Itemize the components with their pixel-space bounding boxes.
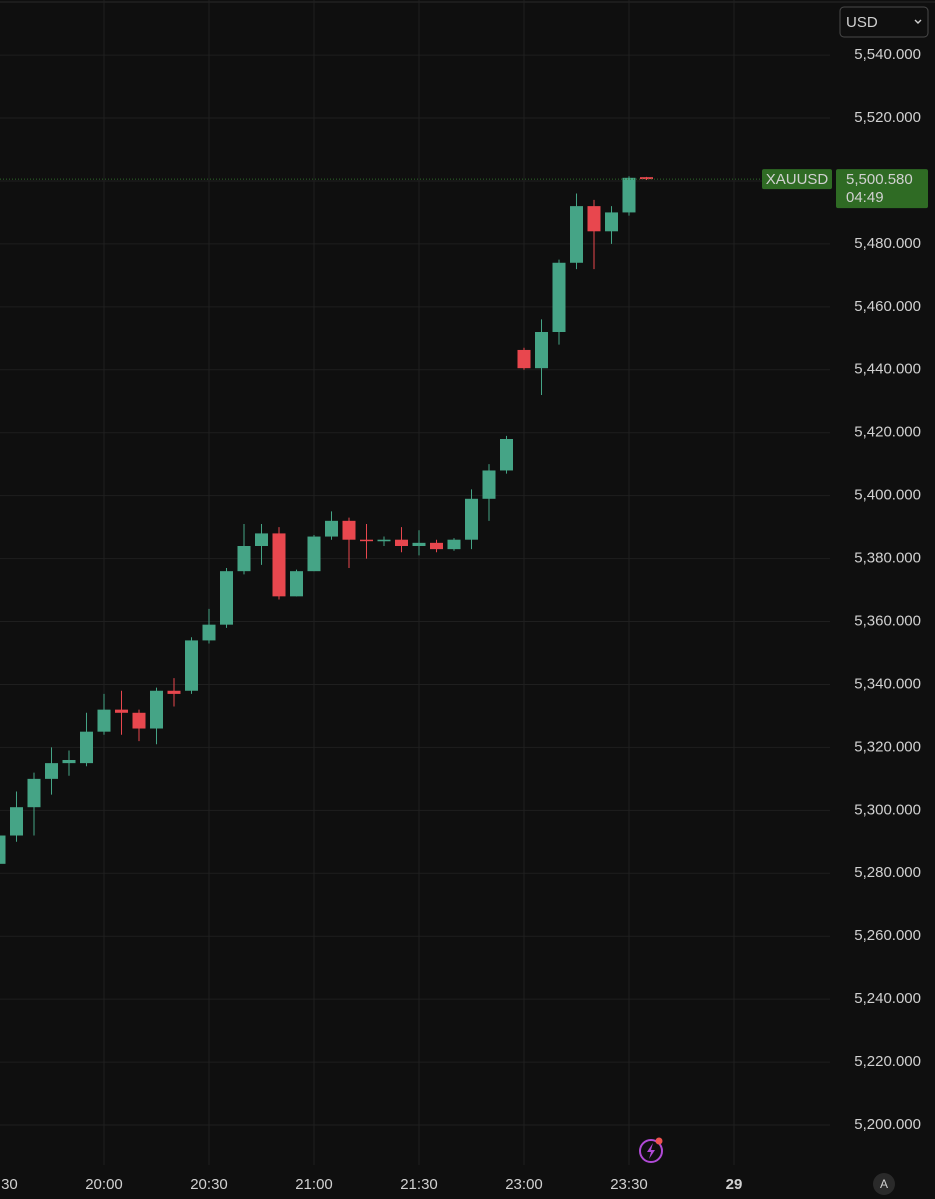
candle-body bbox=[307, 536, 321, 572]
candle-body bbox=[255, 533, 268, 546]
candle-body bbox=[185, 640, 198, 691]
candle-body bbox=[150, 690, 163, 729]
candle-body bbox=[0, 835, 6, 864]
candle-body bbox=[360, 539, 373, 542]
y-tick-label: 5,420.000 bbox=[854, 424, 921, 441]
y-tick-label: 5,220.000 bbox=[854, 1053, 921, 1070]
candle-body bbox=[395, 539, 408, 546]
x-tick-label: 19:30 bbox=[0, 1176, 18, 1193]
symbol-tag-bg bbox=[762, 169, 832, 190]
candles bbox=[0, 176, 830, 864]
y-tick-label: 5,240.000 bbox=[854, 990, 921, 1007]
scale-mode-button[interactable]: A bbox=[873, 1173, 895, 1195]
mode-circle[interactable] bbox=[873, 1173, 895, 1195]
candle-body bbox=[570, 206, 583, 263]
candle-body bbox=[640, 177, 653, 180]
icon-bolt[interactable] bbox=[647, 1143, 655, 1159]
y-tick-label: 5,260.000 bbox=[854, 927, 921, 944]
x-tick-label: 21:30 bbox=[400, 1176, 438, 1193]
y-tick-label: 5,400.000 bbox=[854, 487, 921, 504]
candle-body bbox=[465, 498, 478, 540]
candle-body bbox=[97, 709, 111, 732]
y-tick-label: 5,320.000 bbox=[854, 738, 921, 755]
candle-body bbox=[622, 177, 636, 213]
x-tick-label: 20:00 bbox=[85, 1176, 123, 1193]
y-tick-label: 5,460.000 bbox=[854, 298, 921, 315]
quick-icon[interactable] bbox=[639, 1137, 663, 1163]
candle-body bbox=[342, 520, 356, 540]
y-tick-label: 5,540.000 bbox=[854, 46, 921, 63]
mode-label[interactable]: A bbox=[880, 1177, 888, 1191]
candle-body bbox=[167, 690, 181, 694]
candle-body bbox=[220, 571, 233, 625]
currency-dropdown[interactable]: USD bbox=[839, 6, 929, 38]
candle-body bbox=[605, 212, 618, 232]
y-tick-label: 5,280.000 bbox=[854, 864, 921, 881]
candle-body bbox=[552, 262, 566, 333]
x-tick-label: 23:30 bbox=[610, 1176, 648, 1193]
candle-body bbox=[377, 539, 391, 542]
candle-body bbox=[202, 624, 216, 641]
axes: 5,200.000 5,220.000 5,240.000 5,260.000 5,28… bbox=[0, 46, 928, 1193]
price-tag-bg bbox=[836, 169, 928, 209]
y-tick-label: 5,380.000 bbox=[854, 550, 921, 567]
icon-dot[interactable] bbox=[655, 1137, 663, 1145]
candle-body bbox=[272, 533, 286, 597]
dropdown-box[interactable] bbox=[839, 6, 929, 38]
y-tick-label: 5,340.000 bbox=[854, 675, 921, 692]
candle-body bbox=[237, 545, 251, 572]
y-tick-label: 5,300.000 bbox=[854, 801, 921, 818]
grid bbox=[0, 0, 830, 1165]
y-tick-label: 5,200.000 bbox=[854, 1116, 921, 1133]
x-tick-label: 29 bbox=[726, 1176, 743, 1193]
candle-body bbox=[62, 759, 76, 764]
x-tick-label: 20:30 bbox=[190, 1176, 228, 1193]
symbol-tag: XAUUSD bbox=[766, 171, 829, 188]
y-tick-label: 5,360.000 bbox=[854, 612, 921, 629]
candle-body bbox=[132, 712, 146, 729]
candle-body bbox=[500, 438, 513, 471]
x-tick-label: 21:00 bbox=[295, 1176, 333, 1193]
x-tick-label: 23:00 bbox=[505, 1176, 543, 1193]
candle-body bbox=[80, 731, 93, 764]
candle-body bbox=[447, 539, 461, 550]
candle-body bbox=[535, 332, 548, 369]
price-tag: 5,500.580 bbox=[846, 171, 913, 188]
candle-body bbox=[10, 807, 23, 836]
candle-body bbox=[325, 520, 338, 537]
candle-body bbox=[290, 571, 303, 597]
y-tick-label: 5,440.000 bbox=[854, 361, 921, 378]
candle-body bbox=[27, 778, 41, 808]
candle-body bbox=[430, 542, 443, 550]
currency-label[interactable]: USD bbox=[846, 14, 878, 31]
chevron[interactable] bbox=[914, 19, 922, 24]
y-tick-label: 5,480.000 bbox=[854, 235, 921, 252]
y-tick-label: 5,520.000 bbox=[854, 109, 921, 126]
candle-body bbox=[412, 542, 426, 546]
candle-body bbox=[587, 206, 601, 232]
candle-body bbox=[517, 349, 531, 369]
candle-body bbox=[45, 763, 58, 779]
icon-ring[interactable] bbox=[639, 1139, 663, 1163]
countdown: 04:49 bbox=[846, 189, 884, 206]
candle-body bbox=[482, 470, 496, 499]
candle-body bbox=[115, 709, 128, 713]
